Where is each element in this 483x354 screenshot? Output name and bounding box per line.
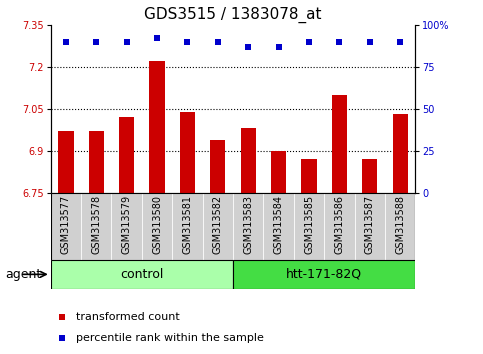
Bar: [301, 159, 317, 193]
Bar: [149, 61, 165, 193]
FancyBboxPatch shape: [142, 193, 172, 260]
Point: [244, 44, 252, 50]
FancyBboxPatch shape: [172, 193, 203, 260]
Bar: [58, 131, 73, 193]
Text: GSM313580: GSM313580: [152, 195, 162, 254]
Text: agent: agent: [5, 268, 41, 281]
Bar: [241, 129, 256, 193]
Text: GSM313583: GSM313583: [243, 195, 253, 254]
Text: GSM313587: GSM313587: [365, 195, 375, 254]
Point: [275, 44, 283, 50]
Point: [153, 35, 161, 41]
Point: [305, 39, 313, 45]
Text: GSM313579: GSM313579: [122, 195, 132, 254]
FancyBboxPatch shape: [324, 193, 355, 260]
Point: [92, 39, 100, 45]
Point: [336, 39, 343, 45]
Bar: [393, 114, 408, 193]
Text: GSM313582: GSM313582: [213, 195, 223, 254]
FancyBboxPatch shape: [203, 193, 233, 260]
Point: [214, 39, 222, 45]
Text: GSM313581: GSM313581: [183, 195, 192, 254]
Bar: [180, 112, 195, 193]
Bar: [210, 140, 226, 193]
FancyBboxPatch shape: [385, 193, 415, 260]
FancyBboxPatch shape: [355, 193, 385, 260]
Bar: [119, 117, 134, 193]
Bar: [89, 131, 104, 193]
Bar: [51, 260, 233, 289]
Point: [123, 39, 130, 45]
Text: GSM313588: GSM313588: [395, 195, 405, 254]
Text: control: control: [120, 268, 164, 281]
Bar: [362, 159, 377, 193]
Point: [62, 39, 70, 45]
Bar: [271, 151, 286, 193]
Text: transformed count: transformed count: [76, 312, 180, 322]
Text: GSM313586: GSM313586: [334, 195, 344, 254]
FancyBboxPatch shape: [294, 193, 324, 260]
Bar: [233, 260, 415, 289]
FancyBboxPatch shape: [263, 193, 294, 260]
Point: [184, 39, 191, 45]
Point: [366, 39, 374, 45]
FancyBboxPatch shape: [233, 193, 263, 260]
Text: GSM313577: GSM313577: [61, 195, 71, 254]
Text: percentile rank within the sample: percentile rank within the sample: [76, 332, 264, 343]
Bar: [332, 95, 347, 193]
Text: GSM313584: GSM313584: [274, 195, 284, 254]
Text: htt-171-82Q: htt-171-82Q: [286, 268, 362, 281]
FancyBboxPatch shape: [81, 193, 112, 260]
Point: [397, 39, 404, 45]
Text: GSM313585: GSM313585: [304, 195, 314, 254]
Text: GSM313578: GSM313578: [91, 195, 101, 254]
FancyBboxPatch shape: [112, 193, 142, 260]
FancyBboxPatch shape: [51, 193, 81, 260]
Title: GDS3515 / 1383078_at: GDS3515 / 1383078_at: [144, 7, 322, 23]
